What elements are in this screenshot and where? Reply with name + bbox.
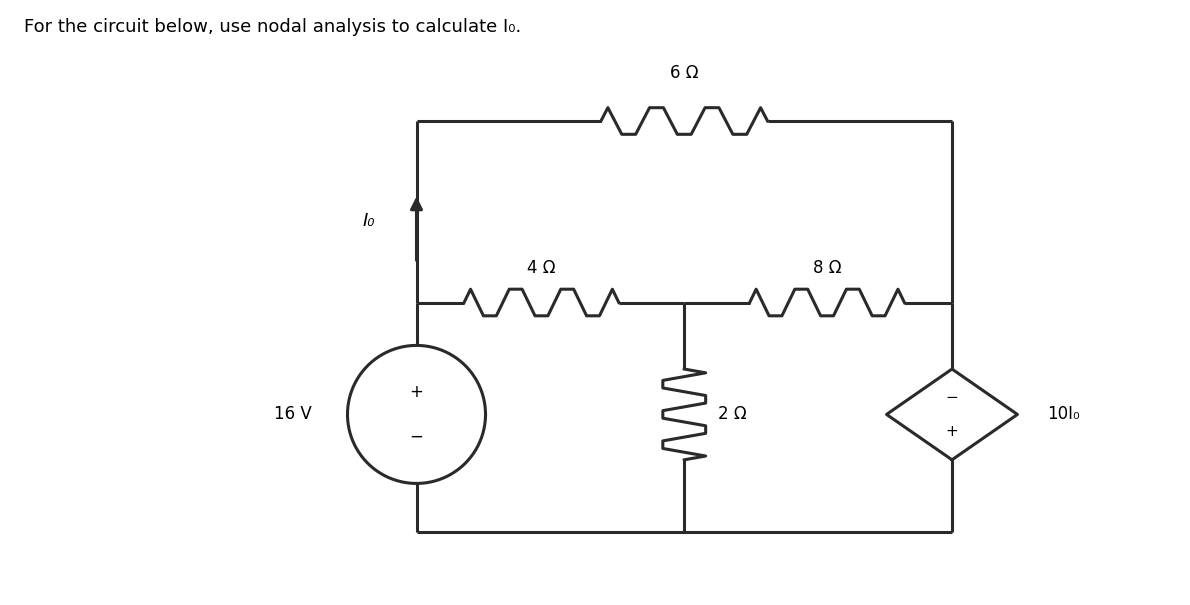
Text: 2 Ω: 2 Ω bbox=[718, 405, 746, 424]
Text: +: + bbox=[409, 384, 424, 401]
Polygon shape bbox=[887, 369, 1017, 460]
Text: 16 V: 16 V bbox=[274, 405, 312, 424]
Text: +: + bbox=[946, 424, 958, 439]
Polygon shape bbox=[347, 345, 486, 483]
Text: 6 Ω: 6 Ω bbox=[670, 64, 699, 82]
Text: For the circuit below, use nodal analysis to calculate I₀.: For the circuit below, use nodal analysi… bbox=[24, 18, 521, 36]
Text: −: − bbox=[409, 428, 424, 445]
Text: 10I₀: 10I₀ bbox=[1047, 405, 1081, 424]
Text: 4 Ω: 4 Ω bbox=[527, 259, 556, 277]
Text: I₀: I₀ bbox=[362, 212, 375, 230]
Text: 8 Ω: 8 Ω bbox=[813, 259, 841, 277]
Text: −: − bbox=[946, 390, 958, 405]
